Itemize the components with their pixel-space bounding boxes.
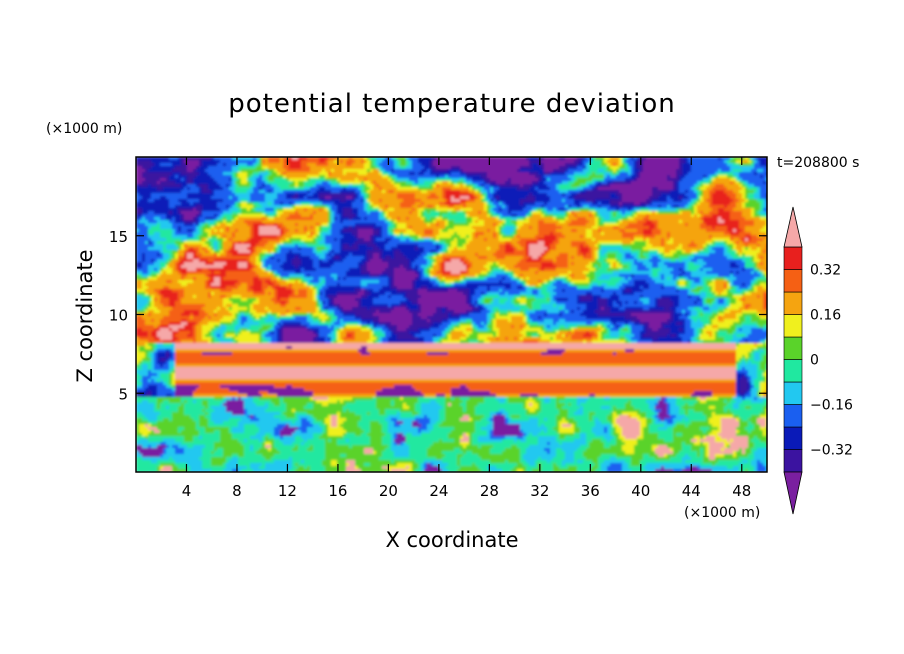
x-axis-label: X coordinate	[385, 528, 518, 552]
colorbar-band	[783, 314, 803, 338]
y-tick-label: 5	[118, 385, 128, 403]
y-axis-label: Z coordinate	[73, 249, 97, 382]
x-tick-label: 48	[732, 482, 751, 500]
colorbar-band	[783, 381, 803, 405]
y-tick-label: 10	[109, 307, 128, 325]
x-tick-label: 28	[480, 482, 499, 500]
x-tick-label: 8	[232, 482, 242, 500]
colorbar-under-triangle	[783, 471, 803, 515]
chart-title: potential temperature deviation	[228, 89, 675, 119]
contour-field	[136, 157, 767, 472]
y-tick-label: 15	[109, 228, 128, 246]
x-tick-label: 16	[328, 482, 347, 500]
x-tick-label: 4	[182, 482, 192, 500]
colorbar-band	[783, 449, 803, 473]
x-axis: 4 8 12 16 20 24 28 32 36 40 44 48	[182, 157, 751, 500]
time-label: t=208800 s	[777, 155, 859, 171]
x-tick-label: 36	[581, 482, 600, 500]
colorbar-band	[783, 426, 803, 450]
colorbar-band	[783, 291, 803, 315]
colorbar-band	[783, 359, 803, 383]
colorbar-band	[783, 336, 803, 360]
x-tick-label: 20	[379, 482, 398, 500]
colorbar-label: 0.16	[810, 308, 841, 324]
y-unit-label: (×1000 m)	[46, 121, 122, 137]
field-cells	[136, 157, 767, 472]
x-unit-label: (×1000 m)	[684, 505, 760, 521]
colorbar-band	[783, 269, 803, 293]
x-tick-label: 40	[631, 482, 650, 500]
colorbar-label: −0.16	[810, 398, 853, 414]
colorbar-label: 0.32	[810, 263, 841, 279]
x-tick-label: 44	[682, 482, 701, 500]
colorbar-band	[783, 246, 803, 270]
colorbar-over-triangle	[783, 206, 803, 248]
colorbar-label: 0	[810, 353, 819, 369]
colorbar-label: −0.32	[810, 443, 853, 459]
colorbar-band	[783, 404, 803, 428]
x-tick-label: 24	[429, 482, 448, 500]
x-tick-label: 32	[530, 482, 549, 500]
y-axis: 5 10 15	[109, 228, 767, 403]
colorbar: 0.32 0.16 0 −0.16 −0.32	[783, 206, 853, 515]
x-tick-label: 12	[278, 482, 297, 500]
